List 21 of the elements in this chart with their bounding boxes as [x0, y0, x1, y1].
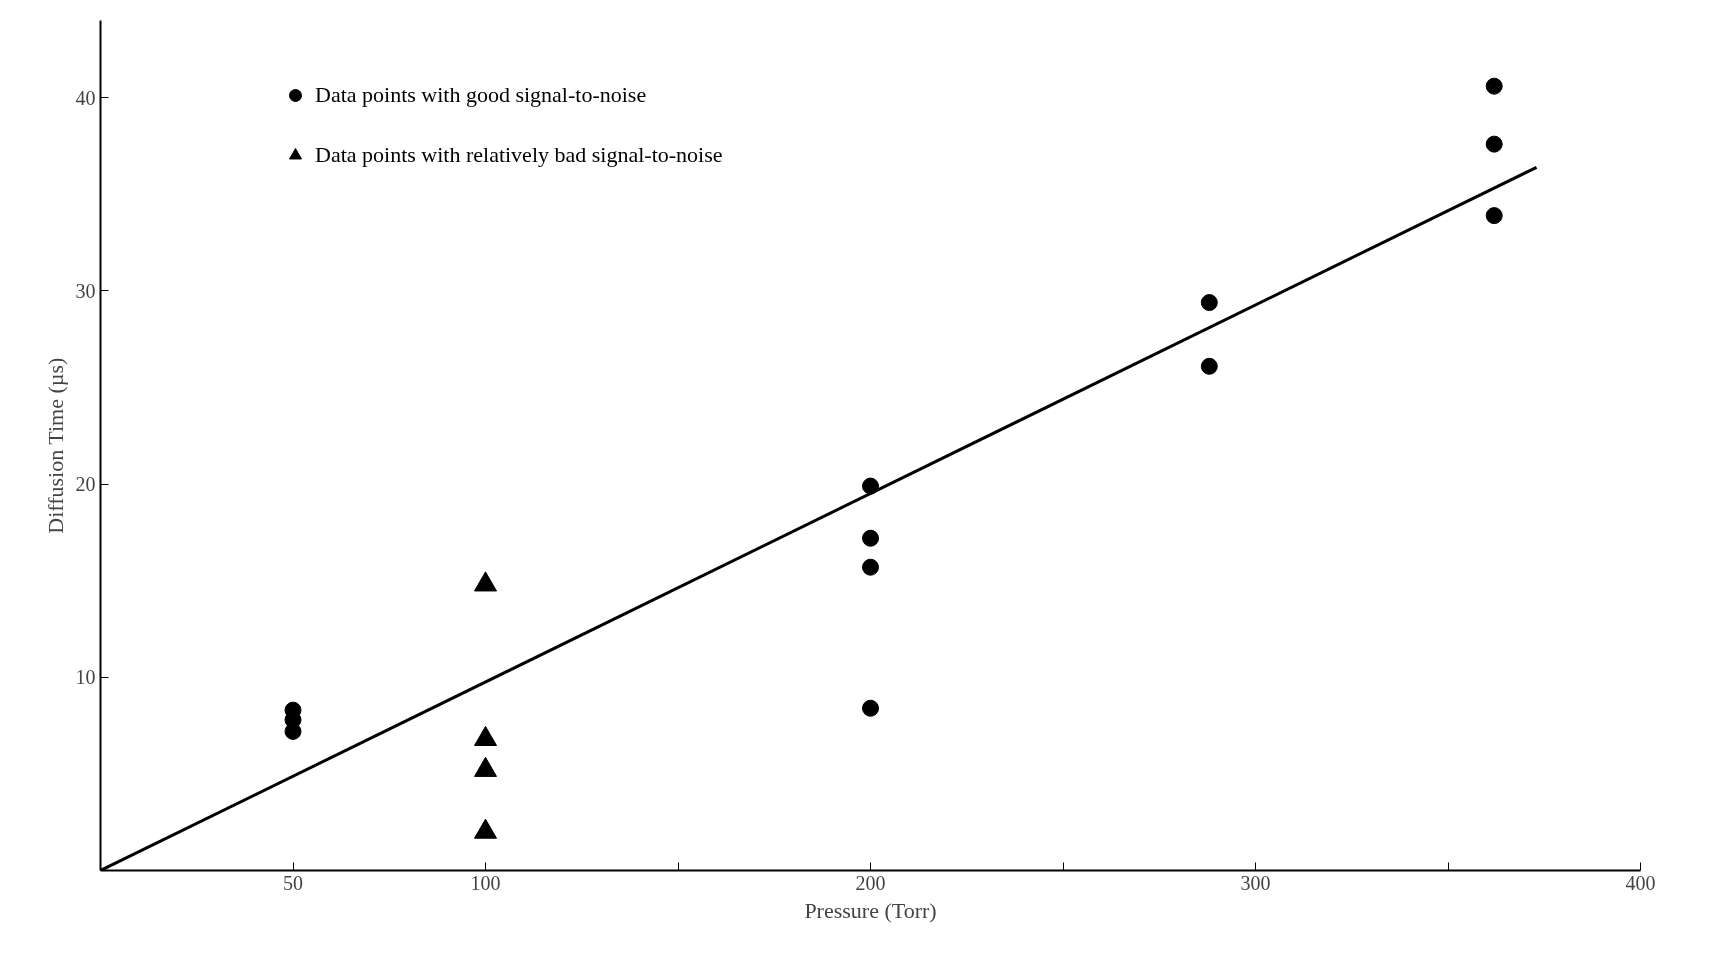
x-tick-label: 200	[855, 871, 886, 894]
point	[862, 558, 879, 576]
y-tick-label: 20	[75, 473, 96, 496]
point	[862, 699, 879, 717]
point	[1200, 294, 1218, 312]
x-tick-label: 400	[1625, 871, 1656, 894]
x-axis-title: Pressure (Torr)	[804, 897, 937, 923]
legend-label: Data points with relatively bad signal-to-noise	[315, 142, 723, 168]
point	[1485, 207, 1503, 225]
x-tick-label: 100	[470, 871, 501, 894]
x-tick-label: 300	[1240, 871, 1271, 894]
point	[1200, 357, 1218, 375]
point	[1485, 135, 1503, 153]
y-tick-label: 30	[75, 279, 96, 302]
point	[1485, 77, 1503, 95]
point	[862, 529, 879, 547]
legend-label: Data points with good signal-to-noise	[315, 82, 647, 108]
y-tick-label: 40	[75, 86, 96, 109]
x-tick-label: 50	[283, 871, 303, 894]
y-axis-title: Diffusion Time (µs)	[42, 357, 68, 534]
y-tick-label: 10	[75, 666, 96, 689]
